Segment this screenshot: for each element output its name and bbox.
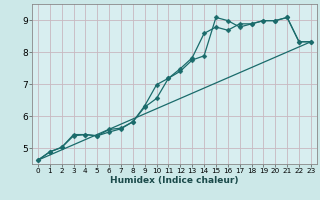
X-axis label: Humidex (Indice chaleur): Humidex (Indice chaleur) xyxy=(110,176,239,185)
